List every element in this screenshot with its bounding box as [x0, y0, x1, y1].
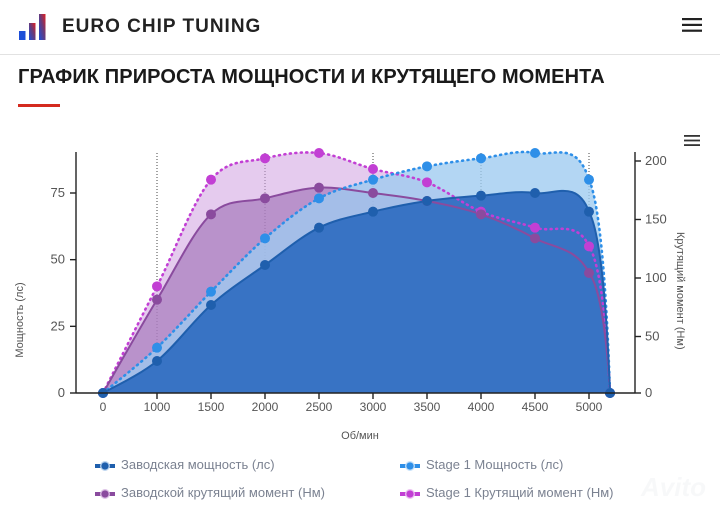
svg-text:200: 200: [645, 153, 667, 168]
svg-text:0: 0: [58, 385, 65, 400]
svg-text:50: 50: [51, 252, 65, 267]
svg-text:75: 75: [51, 185, 65, 200]
svg-text:5000: 5000: [576, 400, 603, 414]
svg-text:0: 0: [100, 400, 107, 414]
svg-text:2000: 2000: [252, 400, 279, 414]
svg-text:0: 0: [645, 385, 652, 400]
svg-text:4000: 4000: [468, 400, 495, 414]
svg-text:150: 150: [645, 212, 667, 227]
svg-text:1500: 1500: [198, 400, 225, 414]
svg-text:4500: 4500: [522, 400, 549, 414]
svg-text:2500: 2500: [306, 400, 333, 414]
svg-text:25: 25: [51, 318, 65, 333]
svg-text:50: 50: [645, 329, 659, 344]
svg-text:3000: 3000: [360, 400, 387, 414]
svg-text:100: 100: [645, 270, 667, 285]
svg-text:1000: 1000: [144, 400, 171, 414]
svg-text:3500: 3500: [414, 400, 441, 414]
